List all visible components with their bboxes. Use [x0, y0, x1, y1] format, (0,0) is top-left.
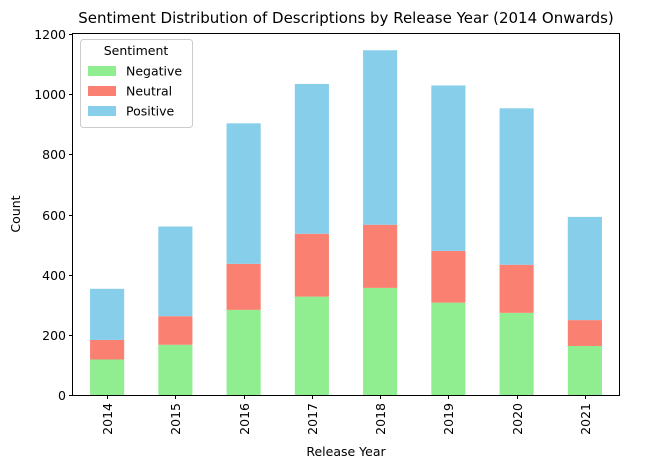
bar-neutral-2020	[499, 264, 534, 313]
chart-title: Sentiment Distribution of Descriptions b…	[78, 9, 614, 27]
legend-swatch-neutral	[88, 86, 116, 96]
x-tick-label: 2017	[305, 403, 320, 435]
legend-box	[80, 39, 193, 128]
bars-group	[90, 50, 602, 395]
y-tick-label: 200	[42, 328, 66, 343]
bar-positive-2014	[90, 288, 125, 340]
bar-neutral-2014	[90, 339, 125, 360]
legend-label-positive: Positive	[126, 104, 174, 119]
legend-swatch-negative	[88, 66, 116, 76]
bar-negative-2020	[499, 312, 534, 395]
x-tick-label: 2015	[168, 403, 183, 435]
x-axis: 2014 2015 2016 2017 2018 2019 2020 2021	[100, 395, 593, 435]
y-tick-label: 800	[42, 147, 66, 162]
bar-neutral-2016	[226, 263, 261, 310]
legend-swatch-positive	[88, 106, 116, 116]
bar-neutral-2015	[158, 316, 193, 345]
bar-positive-2021	[567, 216, 602, 321]
x-tick-label: 2016	[237, 403, 252, 435]
x-axis-title: Release Year	[306, 444, 386, 459]
bar-negative-2018	[363, 287, 398, 395]
y-tick-label: 0	[58, 388, 66, 403]
bar-neutral-2019	[431, 250, 466, 303]
bar-negative-2015	[158, 344, 193, 395]
legend: Sentiment Negative Neutral Positive	[80, 39, 193, 128]
bar-negative-2017	[294, 296, 329, 395]
legend-label-negative: Negative	[126, 64, 182, 79]
bar-negative-2021	[567, 345, 602, 395]
bar-positive-2018	[363, 50, 398, 225]
y-tick-label: 1000	[34, 87, 66, 102]
bar-positive-2019	[431, 85, 466, 251]
x-tick-label: 2018	[373, 403, 388, 435]
legend-label-neutral: Neutral	[126, 84, 172, 99]
x-tick-label: 2021	[578, 403, 593, 435]
x-tick-label: 2014	[100, 403, 115, 435]
x-tick-label: 2019	[441, 403, 456, 435]
bar-neutral-2017	[294, 233, 329, 297]
bar-neutral-2018	[363, 224, 398, 288]
bar-neutral-2021	[567, 320, 602, 346]
y-tick-label: 600	[42, 208, 66, 223]
bar-negative-2014	[90, 359, 125, 395]
bar-positive-2020	[499, 108, 534, 265]
y-tick-label: 1200	[34, 27, 66, 42]
y-tick-label: 400	[42, 268, 66, 283]
legend-title: Sentiment	[104, 43, 169, 58]
bar-positive-2017	[294, 83, 329, 234]
plot-area-frame	[72, 33, 620, 396]
y-axis-title: Count	[8, 195, 23, 232]
y-axis: 0 200 400 600 800 1000 1200	[34, 27, 73, 403]
x-tick-label: 2020	[510, 403, 525, 435]
bar-negative-2016	[226, 309, 261, 395]
bar-negative-2019	[431, 302, 466, 395]
bar-positive-2016	[226, 123, 261, 264]
bar-positive-2015	[158, 226, 193, 317]
